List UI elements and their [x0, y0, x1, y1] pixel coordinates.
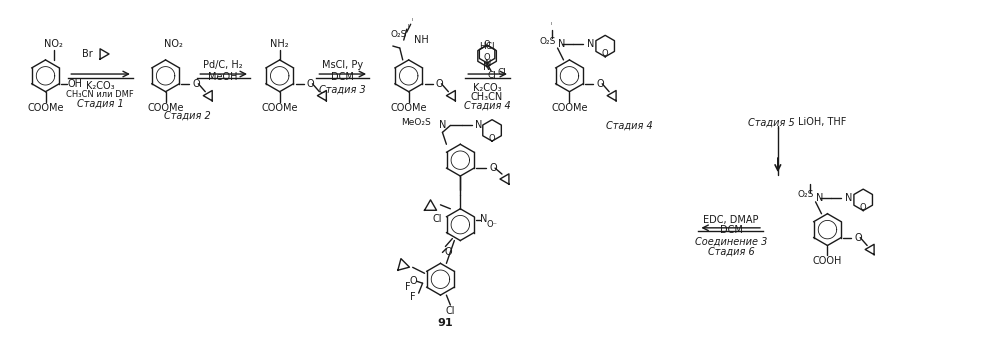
Text: MsCl, Py: MsCl, Py [321, 60, 363, 70]
Text: ˡ: ˡ [551, 23, 552, 29]
Text: DCM: DCM [720, 225, 743, 235]
Text: O: O [596, 79, 604, 89]
Text: Cl: Cl [433, 214, 442, 224]
Text: N: N [484, 59, 490, 68]
Text: N: N [483, 62, 491, 72]
Text: F: F [405, 282, 411, 292]
Text: O₂S: O₂S [797, 190, 813, 199]
Text: ˡ: ˡ [412, 19, 413, 25]
Text: Стадия 2: Стадия 2 [164, 110, 211, 121]
Text: O: O [489, 134, 495, 143]
Text: O: O [409, 276, 416, 286]
Text: O: O [444, 248, 452, 257]
Text: O₂S: O₂S [539, 37, 556, 46]
Text: O: O [193, 79, 200, 89]
Text: NH₂: NH₂ [270, 39, 289, 49]
Text: COOMe: COOMe [551, 102, 588, 113]
Text: N: N [475, 121, 483, 130]
Text: ˡ: ˡ [407, 23, 408, 32]
Text: CH₃CN или DMF: CH₃CN или DMF [66, 90, 134, 99]
Text: NH: NH [413, 35, 428, 45]
Text: HCl: HCl [479, 42, 495, 51]
Text: Стадия 4: Стадия 4 [464, 101, 510, 110]
Text: EDC, DMAP: EDC, DMAP [704, 215, 758, 225]
Text: DCM: DCM [330, 72, 353, 82]
Text: COOMe: COOMe [261, 102, 298, 113]
Text: Стадия 3: Стадия 3 [318, 85, 365, 95]
Text: Cl: Cl [487, 71, 496, 80]
Text: COOH: COOH [812, 256, 842, 266]
Text: COOMe: COOMe [148, 102, 184, 113]
Text: MeOH: MeOH [209, 72, 238, 82]
Text: O: O [860, 203, 866, 212]
Text: N: N [480, 214, 487, 224]
Text: Cl: Cl [446, 306, 455, 316]
Text: K₂CO₃: K₂CO₃ [86, 81, 115, 91]
Text: N: N [587, 39, 595, 49]
Text: O⁻: O⁻ [486, 220, 497, 229]
Text: K₂CO₃: K₂CO₃ [473, 83, 501, 93]
Text: O: O [435, 79, 443, 89]
Text: O: O [306, 79, 314, 89]
Text: N: N [815, 193, 823, 203]
Text: O: O [854, 232, 862, 243]
Text: LiOH, THF: LiOH, THF [797, 117, 846, 127]
Text: 91: 91 [437, 318, 453, 328]
Text: N: N [558, 39, 565, 49]
Text: O: O [602, 50, 609, 59]
Text: COOMe: COOMe [390, 102, 427, 113]
Text: Cl: Cl [497, 68, 506, 77]
Text: Соединение 3: Соединение 3 [695, 236, 767, 247]
Text: N: N [439, 121, 446, 130]
Text: O₂S: O₂S [390, 30, 407, 39]
Text: OH: OH [67, 79, 83, 89]
Text: Стадия 4: Стадия 4 [606, 121, 653, 130]
Text: F: F [410, 292, 415, 302]
Text: NO₂: NO₂ [164, 39, 183, 49]
Text: COOMe: COOMe [27, 102, 64, 113]
Text: O: O [484, 39, 490, 49]
Text: N: N [845, 193, 852, 203]
Text: O: O [484, 54, 490, 63]
Text: Стадия 1: Стадия 1 [77, 98, 124, 109]
Text: NO₂: NO₂ [44, 39, 63, 49]
Text: Br: Br [83, 49, 93, 59]
Text: CH₃CN: CH₃CN [471, 92, 503, 102]
Text: Стадия 5: Стадия 5 [748, 117, 794, 127]
Text: MeO₂S: MeO₂S [401, 118, 430, 127]
Text: O: O [489, 163, 497, 173]
Text: Pd/C, H₂: Pd/C, H₂ [204, 60, 243, 70]
Text: Стадия 6: Стадия 6 [708, 247, 754, 256]
